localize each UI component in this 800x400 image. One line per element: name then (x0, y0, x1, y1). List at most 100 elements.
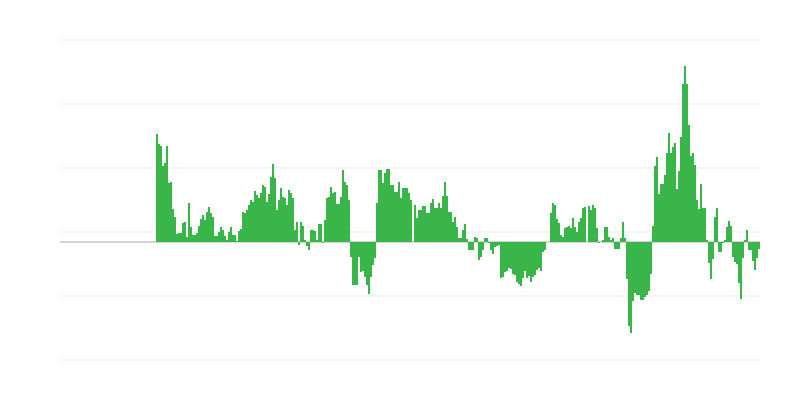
bar (626, 242, 629, 279)
bar (620, 238, 623, 242)
bar (564, 228, 567, 242)
bar (424, 206, 427, 242)
bar (228, 232, 231, 242)
bar (196, 233, 199, 242)
bar (534, 242, 537, 275)
bar (232, 235, 235, 242)
bar (674, 143, 677, 242)
bar (262, 185, 265, 242)
bar (230, 227, 233, 242)
bar (408, 193, 411, 242)
bar (550, 213, 553, 242)
bar (606, 227, 609, 242)
bar (430, 203, 433, 242)
bar (684, 66, 687, 242)
bar (604, 227, 607, 242)
bar (582, 208, 585, 242)
bar (616, 242, 619, 249)
bar (524, 242, 527, 271)
bar (226, 240, 229, 242)
bar (640, 242, 643, 300)
bar (520, 242, 523, 286)
bar (476, 238, 479, 242)
bar (380, 170, 383, 242)
bar (362, 242, 365, 271)
bar (396, 192, 399, 242)
bar (348, 200, 351, 242)
bar (668, 133, 671, 242)
bar (382, 183, 385, 242)
bar (304, 240, 307, 242)
bar (156, 134, 159, 242)
bar (678, 171, 681, 242)
bar (278, 200, 281, 242)
bar (706, 240, 709, 242)
bar (250, 200, 253, 242)
bar (748, 242, 751, 250)
bar (722, 242, 725, 243)
bar (464, 224, 467, 242)
bar (268, 194, 271, 242)
bar (360, 242, 363, 272)
bar (170, 182, 173, 242)
bar (440, 208, 443, 242)
bar (190, 227, 193, 242)
bar (270, 177, 273, 242)
bar (720, 242, 723, 252)
bar (356, 242, 359, 285)
bar (338, 204, 341, 242)
bar (708, 242, 711, 263)
bar (602, 240, 605, 242)
bar (512, 242, 515, 274)
bar (670, 153, 673, 242)
bar (352, 242, 355, 285)
bar (638, 242, 641, 295)
bar (378, 170, 381, 242)
bar (206, 212, 209, 242)
bar (554, 205, 557, 242)
bar (158, 144, 161, 242)
bar (322, 242, 325, 243)
bar (198, 226, 201, 242)
bar (736, 242, 739, 264)
bar (628, 242, 631, 326)
bar (558, 223, 561, 242)
bar (492, 242, 495, 254)
bar (758, 242, 761, 249)
bar (516, 242, 519, 282)
bar (312, 230, 315, 242)
bar (292, 198, 295, 242)
bar (186, 237, 189, 242)
bar (752, 242, 755, 261)
bar (276, 210, 279, 242)
bar (576, 232, 579, 242)
bar (418, 210, 421, 242)
bar (734, 242, 737, 262)
bar (612, 238, 615, 242)
bar (388, 169, 391, 242)
bar (370, 242, 373, 277)
bar (426, 213, 429, 242)
bar (294, 230, 297, 242)
bar (484, 238, 487, 242)
bar (326, 198, 329, 242)
bar (344, 182, 347, 242)
bar (746, 230, 749, 242)
bar (566, 227, 569, 242)
bar (474, 237, 477, 242)
bar (194, 235, 197, 242)
bar (574, 227, 577, 242)
bars (156, 66, 761, 333)
bar (490, 242, 493, 250)
bar (676, 189, 679, 242)
bar (318, 224, 321, 242)
bar (466, 239, 469, 242)
bar (630, 242, 633, 333)
bar (340, 197, 343, 242)
bar (350, 242, 353, 257)
bar (562, 237, 565, 242)
bar (212, 217, 215, 242)
bar (662, 184, 665, 242)
bar (580, 218, 583, 242)
